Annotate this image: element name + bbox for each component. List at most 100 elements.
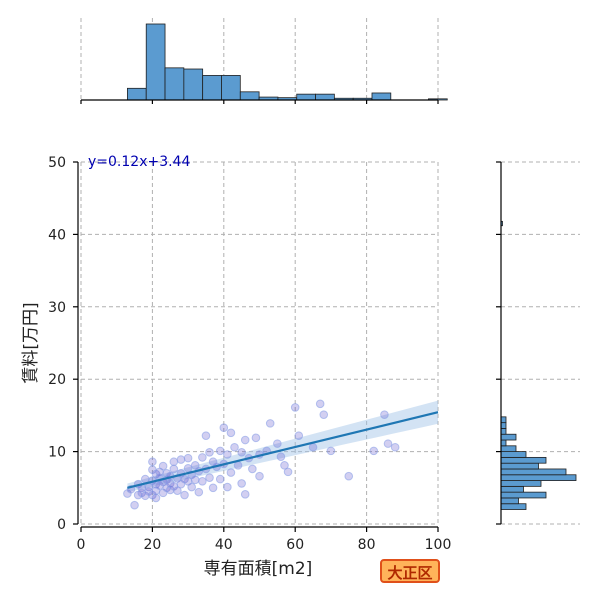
y-hist-bar <box>500 480 542 487</box>
data-point <box>223 450 232 459</box>
data-point <box>230 442 239 452</box>
y-tick-label: 50 <box>48 155 66 171</box>
axes <box>73 99 502 532</box>
data-point <box>215 474 225 484</box>
data-point <box>183 453 193 463</box>
y-tick-label: 10 <box>48 445 66 461</box>
y-hist-bar <box>500 503 527 510</box>
data-point <box>205 448 214 457</box>
x-hist-bar <box>371 92 392 101</box>
data-point <box>223 482 232 492</box>
data-point <box>233 461 243 470</box>
data-point <box>315 399 325 409</box>
x-hist-bar <box>145 23 166 101</box>
y-hist-bar <box>500 428 507 435</box>
y-hist-bar <box>500 445 517 453</box>
y-hist-bar <box>500 433 517 441</box>
data-point <box>237 479 246 488</box>
y-tick-label: 30 <box>48 300 66 316</box>
y-marginal-histogram <box>500 220 577 510</box>
data-point <box>219 423 229 433</box>
data-point <box>180 490 189 500</box>
data-point <box>237 448 246 457</box>
data-point <box>294 431 304 440</box>
y-hist-bar <box>500 451 527 458</box>
y-axis-label: 賃料[万円] <box>21 302 41 383</box>
data-point <box>369 446 379 456</box>
y-tick-label: 40 <box>48 227 66 243</box>
data-point <box>205 473 214 482</box>
data-point <box>226 428 236 438</box>
y-hist-bar <box>500 497 519 505</box>
data-point <box>240 490 250 499</box>
data-point <box>390 442 400 452</box>
x-tick-label: 20 <box>143 537 161 553</box>
x-hist-bar <box>202 75 222 101</box>
data-point <box>380 410 389 419</box>
data-point <box>169 464 179 474</box>
y-tick-label: 20 <box>48 372 66 388</box>
regression-equation: y=0.12x+3.44 <box>88 154 190 170</box>
data-point <box>383 439 393 448</box>
data-point <box>208 483 218 493</box>
y-hist-bar <box>500 491 547 499</box>
data-point <box>308 442 318 452</box>
data-point <box>283 467 293 477</box>
data-point <box>187 482 196 492</box>
data-point <box>151 493 161 503</box>
x-marginal-histogram <box>127 23 448 101</box>
y-hist-bar <box>500 462 539 470</box>
regression-line-path <box>127 411 439 489</box>
x-hist-bar <box>315 93 335 101</box>
y-tick-label: 0 <box>57 517 66 533</box>
data-point <box>190 475 200 485</box>
data-point <box>326 446 336 456</box>
data-point <box>251 433 261 443</box>
data-point <box>226 468 236 477</box>
data-point <box>158 461 168 471</box>
data-point <box>198 476 207 486</box>
district-badge: 大正区 <box>380 559 440 583</box>
data-point <box>194 487 204 497</box>
data-point <box>173 486 182 495</box>
y-hist-bar <box>500 439 507 447</box>
data-point <box>280 461 289 470</box>
y-hist-bar <box>500 468 567 476</box>
regression-line <box>127 411 439 489</box>
tick-labels: 0 20 40 60 80 100 0 10 20 30 40 50 <box>48 155 451 553</box>
data-point <box>248 464 257 474</box>
data-point <box>319 410 329 419</box>
data-point <box>240 435 250 445</box>
data-point <box>130 500 139 510</box>
x-tick-label: 60 <box>286 537 304 553</box>
x-hist-bar <box>296 93 316 101</box>
y-hist-bar <box>500 422 507 429</box>
data-point <box>215 446 225 456</box>
data-point <box>198 453 207 462</box>
data-point <box>169 457 179 467</box>
x-tick-label: 80 <box>358 537 376 553</box>
x-tick-label: 0 <box>77 537 86 553</box>
x-hist-bar <box>239 91 260 101</box>
data-point <box>201 431 211 440</box>
data-point <box>273 439 282 448</box>
x-axis-label: 専有面積[m2] <box>204 559 313 579</box>
data-point <box>265 419 275 428</box>
x-hist-bar <box>127 87 147 101</box>
y-hist-bar <box>500 456 547 464</box>
data-point <box>255 471 264 481</box>
x-hist-bar <box>221 75 241 101</box>
y-hist-bar <box>500 485 524 493</box>
data-point <box>290 403 300 412</box>
x-hist-bar <box>164 67 185 101</box>
x-tick-label: 100 <box>425 537 452 553</box>
data-point <box>344 471 354 481</box>
data-point <box>276 452 286 461</box>
x-tick-label: 40 <box>215 537 233 553</box>
y-hist-bar <box>500 474 577 481</box>
data-point <box>148 457 157 467</box>
x-hist-bar <box>183 68 204 101</box>
y-hist-bar <box>500 416 507 424</box>
data-point <box>176 455 186 464</box>
